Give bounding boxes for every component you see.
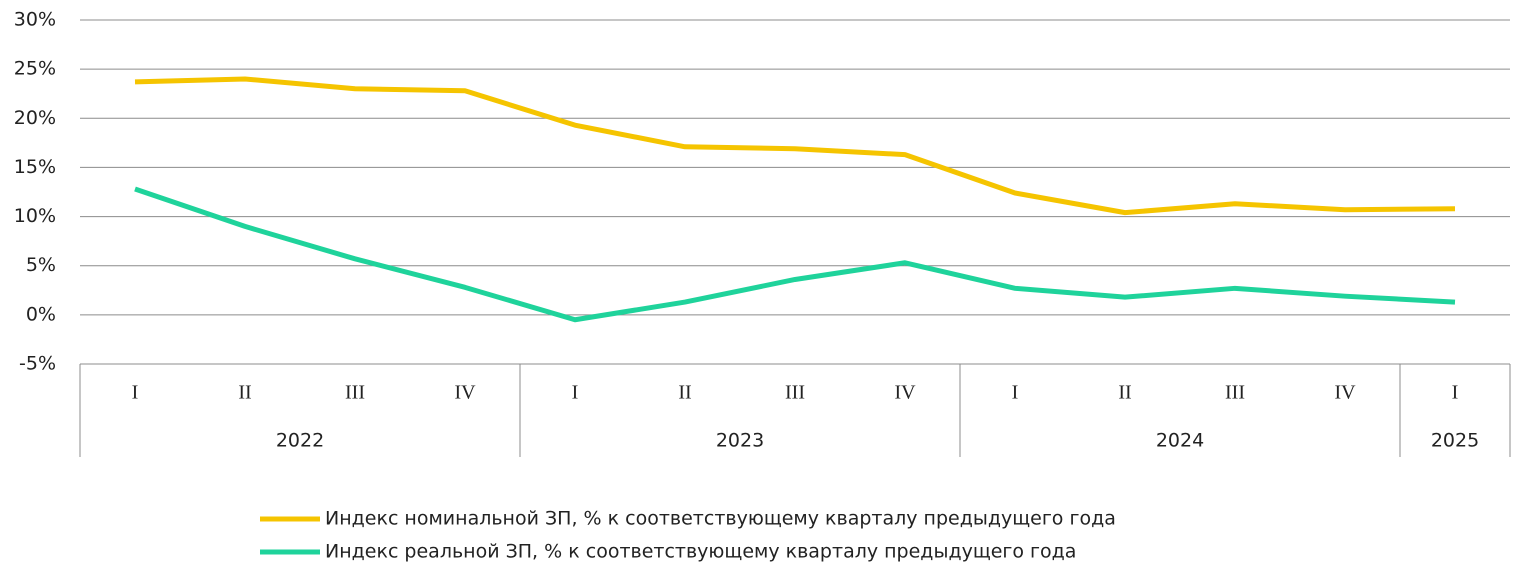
x-tick-label: IV <box>454 382 476 404</box>
legend-label: Индекс номинальной ЗП, % к соответствующ… <box>325 508 1116 530</box>
x-tick-label: I <box>572 382 579 404</box>
group-label: 2024 <box>1156 430 1204 452</box>
y-tick-label: 15% <box>14 156 56 178</box>
x-tick-label: I <box>1012 382 1019 404</box>
group-label: 2025 <box>1431 430 1479 452</box>
x-tick-label: IV <box>1334 382 1356 404</box>
y-tick-label: -5% <box>19 353 56 375</box>
x-tick-label: IV <box>894 382 916 404</box>
y-tick-label: 30% <box>14 9 56 31</box>
group-label: 2022 <box>276 430 324 452</box>
x-tick-label: III <box>345 382 365 404</box>
group-label: 2023 <box>716 430 764 452</box>
series-line <box>134 76 1456 216</box>
y-tick-label: 10% <box>14 205 56 227</box>
x-tick-label: I <box>132 382 139 404</box>
x-tick-label: III <box>785 382 805 404</box>
x-tick-label: II <box>678 382 691 404</box>
x-tick-label: III <box>1225 382 1245 404</box>
x-tick-label: II <box>238 382 251 404</box>
y-tick-label: 20% <box>14 107 56 129</box>
x-tick-label: II <box>1118 382 1131 404</box>
y-tick-label: 5% <box>26 254 56 276</box>
y-tick-label: 0% <box>26 303 56 325</box>
series-line <box>134 186 1456 323</box>
x-tick-label: I <box>1452 382 1459 404</box>
legend-label: Индекс реальной ЗП, % к соответствующему… <box>325 541 1076 563</box>
y-tick-label: 25% <box>14 58 56 80</box>
